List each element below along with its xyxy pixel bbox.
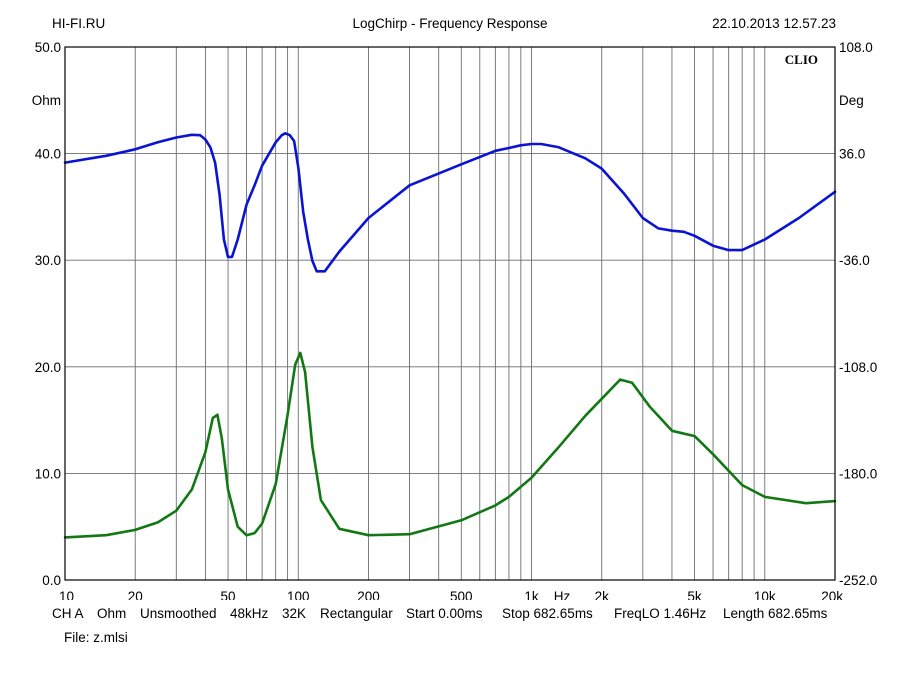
y-right-tick-label: -252.0: [839, 573, 877, 588]
footer-start: Start 0.00ms: [406, 606, 483, 621]
x-tick-label: 50: [221, 589, 236, 600]
footer-smoothing: Unsmoothed: [140, 606, 217, 621]
measurement-info: CH A Ohm Unsmoothed 48kHz 32K Rectangula…: [0, 606, 900, 666]
footer-stop: Stop 682.65ms: [502, 606, 593, 621]
y-right-unit-label: Deg: [839, 93, 864, 108]
plot-frame: [64, 46, 836, 581]
x-tick-label: 20k: [821, 589, 843, 600]
frequency-response-chart: HI-FI.RU LogChirp - Frequency Response 2…: [32, 16, 878, 600]
x-tick-label: 1k: [524, 589, 539, 600]
phase-series-line: [63, 132, 837, 273]
y-right-tick-label: -180.0: [839, 466, 877, 481]
y-right-tick-label: 36.0: [839, 147, 865, 162]
footer-freqlo: FreqLO 1.46Hz: [614, 606, 707, 621]
y-right-tick-label: -108.0: [839, 360, 877, 375]
footer-window: Rectangular: [320, 606, 393, 621]
x-tick-label: 2k: [595, 589, 610, 600]
y-left-tick-label: 30.0: [35, 253, 61, 268]
chart-title: LogChirp - Frequency Response: [352, 16, 547, 31]
x-axis-unit-label: Hz: [554, 589, 571, 600]
footer-length: Length 682.65ms: [723, 606, 828, 621]
y-left-tick-label: 10.0: [35, 466, 61, 481]
y-right-tick-label: 108.0: [839, 40, 873, 55]
x-tick-label: 10: [59, 589, 74, 600]
footer-unit: Ohm: [97, 606, 127, 621]
axis-labels: 10 20 50 100 200 500 1k 2k 5k 10k 20k Hz 0.0 10.0 20.0…: [32, 40, 878, 600]
header-datetime: 22.10.2013 12.57.23: [712, 16, 836, 31]
x-tick-label: 20: [128, 589, 143, 600]
header-site-label: HI-FI.RU: [52, 16, 105, 31]
y-left-unit-label: Ohm: [32, 93, 61, 108]
x-tick-label: 200: [357, 589, 380, 600]
footer-channel: CH A: [52, 606, 84, 621]
x-tick-label: 5k: [687, 589, 702, 600]
footer-size: 32K: [282, 606, 307, 621]
x-tick-label: 500: [450, 589, 473, 600]
y-left-tick-label: 0.0: [42, 573, 61, 588]
x-tick-label: 100: [287, 589, 310, 600]
footer-file: File: z.mlsi: [64, 630, 128, 645]
brand-label: CLIO: [785, 52, 818, 67]
footer-sample-rate: 48kHz: [230, 606, 269, 621]
y-right-tick-label: -36.0: [839, 253, 870, 268]
grid-lines: [65, 47, 835, 580]
y-left-tick-label: 20.0: [35, 360, 61, 375]
x-tick-label: 10k: [754, 589, 776, 600]
y-left-tick-label: 40.0: [35, 147, 61, 162]
y-left-tick-label: 50.0: [35, 40, 61, 55]
series-layer: [63, 132, 837, 539]
impedance-series-line: [63, 351, 837, 539]
